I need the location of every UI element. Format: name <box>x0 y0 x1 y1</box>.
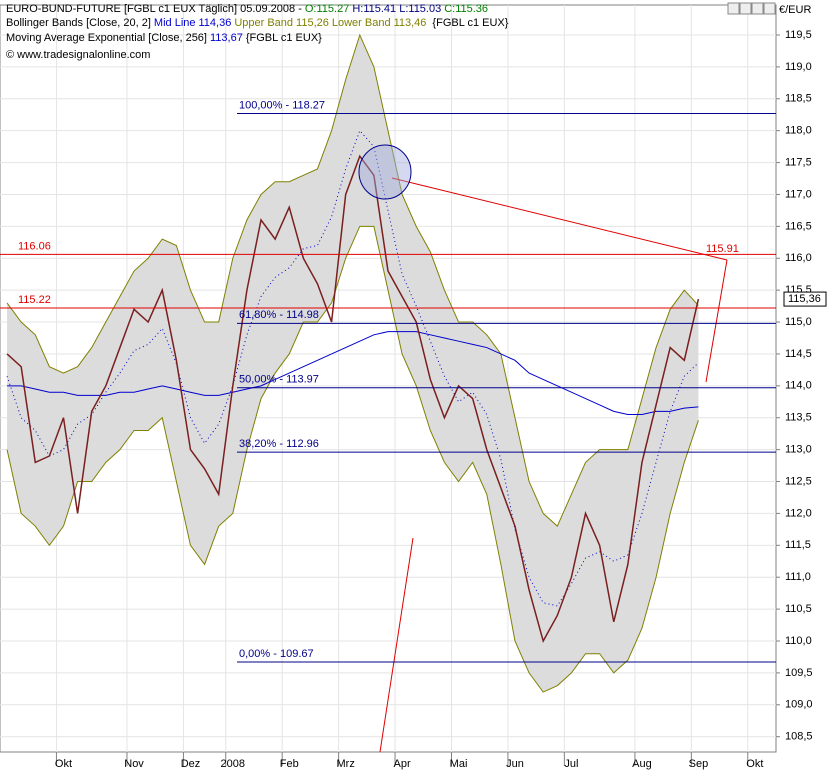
x-tick-label: Nov <box>124 758 144 770</box>
copyright: © www.tradesignalonline.com <box>6 49 151 61</box>
x-tick-label: Okt <box>746 758 763 770</box>
band-value: 115,26 <box>296 17 329 29</box>
title: EURO-BUND-FUTURE [FGBL c1 EUX Täglich] 0… <box>6 3 302 15</box>
y-tick-label: 116,0 <box>785 252 812 264</box>
band-value: 114,36 <box>198 17 232 29</box>
y-tick-label: 110,5 <box>785 603 812 615</box>
h-line-label: 115.22 <box>18 294 51 306</box>
y-tick-label: 119,0 <box>785 61 812 73</box>
legend-line: EURO-BUND-FUTURE [FGBL c1 EUX Täglich] 0… <box>6 2 494 16</box>
x-tick-label: Aug <box>632 758 652 770</box>
y-tick-label: 118,0 <box>785 125 812 137</box>
fib-label: 38,20% - 112.96 <box>239 438 319 450</box>
plot-layer <box>0 5 776 752</box>
ohlc: O:115.27 H:115.41 L:115.03 C:115.36 <box>305 3 491 15</box>
button[interactable] <box>763 2 776 15</box>
y-tick-label: 118,5 <box>785 93 812 105</box>
x-tick-label: Apr <box>394 758 411 770</box>
legend-line: Moving Average Exponential [Close, 256] 1… <box>6 31 325 45</box>
x-tick-label: Okt <box>55 758 72 770</box>
y-tick-label: 112,5 <box>785 475 812 487</box>
ema-name: Moving Average Exponential [Close, 256] <box>6 32 207 44</box>
y-tick-label: 108,5 <box>785 731 813 743</box>
y-tick-label: 109,0 <box>785 699 813 711</box>
y-tick-label: 109,5 <box>785 667 813 679</box>
y-tick-label: 114,0 <box>785 380 812 392</box>
button[interactable] <box>751 2 764 15</box>
trendline <box>705 259 728 383</box>
fib-label: 0,00% - 109.67 <box>239 648 314 660</box>
band-name: Lower Band <box>331 17 391 29</box>
band-area <box>7 34 699 693</box>
mid-line <box>6 129 699 607</box>
y-tick-label: 110,0 <box>785 635 812 647</box>
y-tick-label: 116,5 <box>785 220 812 232</box>
x-tick-label: Dez <box>181 758 201 770</box>
fib-label: 50,00% - 113.97 <box>239 374 319 386</box>
button[interactable] <box>739 2 752 15</box>
ohlc-value: H:115.41 L:115.03 <box>352 3 442 15</box>
ema-value: 113,67 <box>209 32 243 44</box>
y-tick-label: 112,0 <box>785 507 812 519</box>
x-tick-label: Jun <box>506 758 524 770</box>
ema-line <box>7 331 699 416</box>
scroll-buttons[interactable] <box>727 2 776 15</box>
y-tick-label: 117,5 <box>785 156 812 168</box>
y-tick-label: 115,0 <box>785 316 812 328</box>
band-name: Mid Line <box>153 17 196 29</box>
band-value: 113,46 <box>393 17 427 29</box>
last-price-label: 115,36 <box>788 293 821 305</box>
x-tick-label: Feb <box>280 758 299 770</box>
fib-label: 100,00% - 118.27 <box>239 99 325 111</box>
source: {FGBL c1 EUX} <box>432 17 509 29</box>
x-tick-label: Mai <box>450 758 468 770</box>
upper-band <box>6 33 699 528</box>
y-tick-label: 113,5 <box>785 412 812 424</box>
y-tick-label: 117,0 <box>785 188 812 200</box>
trendline <box>379 537 414 753</box>
button[interactable] <box>727 2 740 15</box>
ohlc-value: C:115.36 <box>444 3 489 15</box>
x-tick-label: Mrz <box>337 758 355 770</box>
band-legend: Mid Line 114,36 Upper Band 115,26 Lower Band… <box>154 17 430 29</box>
indicator-label: Bollinger Bands [Close, 20, 2] <box>6 17 151 29</box>
legend-line: Bollinger Bands [Close, 20, 2] Mid Line 11… <box>6 16 511 30</box>
highlight-circle <box>358 144 412 200</box>
band-name: Upper Band <box>234 17 294 29</box>
ohlc-value: O:115.27 <box>304 3 350 15</box>
price-line <box>6 154 700 643</box>
source: {FGBL c1 EUX} <box>245 32 322 44</box>
x-tick-label: Sep <box>689 758 709 770</box>
h-line-label: 116.06 <box>18 240 51 252</box>
fib-label: 61,80% - 114.98 <box>239 309 319 321</box>
x-tick-label: Jul <box>564 758 578 770</box>
y-tick-label: 119,5 <box>785 29 812 41</box>
x-tick-label: 2008 <box>221 758 245 770</box>
y-tick-label: 114,5 <box>785 348 812 360</box>
y-tick-label: 113,0 <box>785 444 812 456</box>
trendline <box>391 177 728 261</box>
y-tick-label: 111,5 <box>785 539 811 551</box>
currency: €/EUR <box>779 4 811 16</box>
trendline-label: 115.91 <box>706 243 739 255</box>
last-price-box <box>783 291 827 307</box>
y-tick-label: 111,0 <box>785 571 811 583</box>
lower-band <box>6 225 699 693</box>
